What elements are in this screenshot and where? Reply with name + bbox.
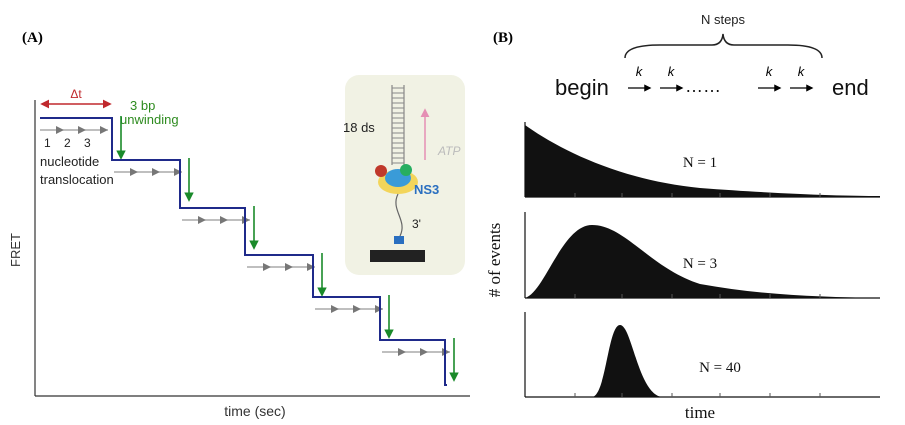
rate-label: k: [766, 64, 774, 79]
translocation-arrow: [398, 348, 406, 356]
panel-label: (A): [22, 30, 43, 46]
translocation-arrow: [78, 126, 86, 134]
axes-b: [524, 122, 880, 398]
inset: ATP 18 ds NS3 3': [343, 75, 465, 275]
translocation-arrow: [100, 126, 108, 134]
dna-rungs: [392, 87, 404, 164]
y-axis-label: FRET: [8, 233, 23, 267]
translocation-label: translocation: [40, 172, 114, 187]
rate-label: k: [798, 64, 806, 79]
distribution: [525, 225, 880, 298]
scheme-title: N steps: [701, 12, 746, 27]
end-label: end: [832, 75, 869, 100]
begin-label: begin: [555, 75, 609, 100]
translocation-arrow: [130, 168, 138, 176]
step-label: unwinding: [120, 112, 179, 127]
translocation-arrow: [263, 263, 271, 271]
translocation-arrow: [307, 263, 315, 271]
panel-caption: N = 3: [683, 256, 717, 272]
x-axis-label: time: [685, 403, 715, 422]
fret-trace: [40, 117, 447, 386]
ssdna: [395, 193, 403, 237]
translocation-arrow: [420, 348, 428, 356]
translocation-arrow: [56, 126, 64, 134]
translocation-arrow: [353, 305, 361, 313]
brace: [624, 33, 823, 59]
enzyme-label: NS3: [414, 182, 439, 197]
dye: [400, 164, 412, 176]
dna-label: 18 ds: [343, 120, 375, 135]
translocation-arrow: [285, 263, 293, 271]
translocation-arrow: [331, 305, 339, 313]
translocation-arrow: [198, 216, 206, 224]
atp-label: ATP: [437, 144, 460, 158]
translocation-arrow: [152, 168, 160, 176]
translocation-label: nucleotide: [40, 154, 99, 169]
translocation-arrow: [174, 168, 182, 176]
panel-caption: N = 40: [699, 360, 741, 376]
delta-label: Δt: [70, 87, 82, 101]
y-axis-label: # of events: [485, 223, 504, 298]
panel-a: FRET time (sec) Δt 3 bp unwinding 1 2 3 …: [8, 87, 470, 419]
ellipsis: ……: [685, 76, 721, 96]
panel-caption: N = 1: [683, 155, 717, 171]
distribution: [525, 325, 880, 397]
dye: [375, 165, 387, 177]
translocation-arrow: [220, 216, 228, 224]
distribution: [525, 125, 880, 197]
end-label: 3': [412, 217, 421, 231]
rate-label: k: [668, 64, 676, 79]
step-label: 3 bp: [130, 98, 155, 113]
rate-label: k: [636, 64, 644, 79]
count: 1: [44, 136, 51, 150]
surface: [370, 250, 425, 262]
x-axis-label: time (sec): [224, 403, 285, 419]
anchor: [394, 236, 404, 244]
panel-label: (B): [493, 30, 513, 46]
count: 2: [64, 136, 71, 150]
count: 3: [84, 136, 91, 150]
